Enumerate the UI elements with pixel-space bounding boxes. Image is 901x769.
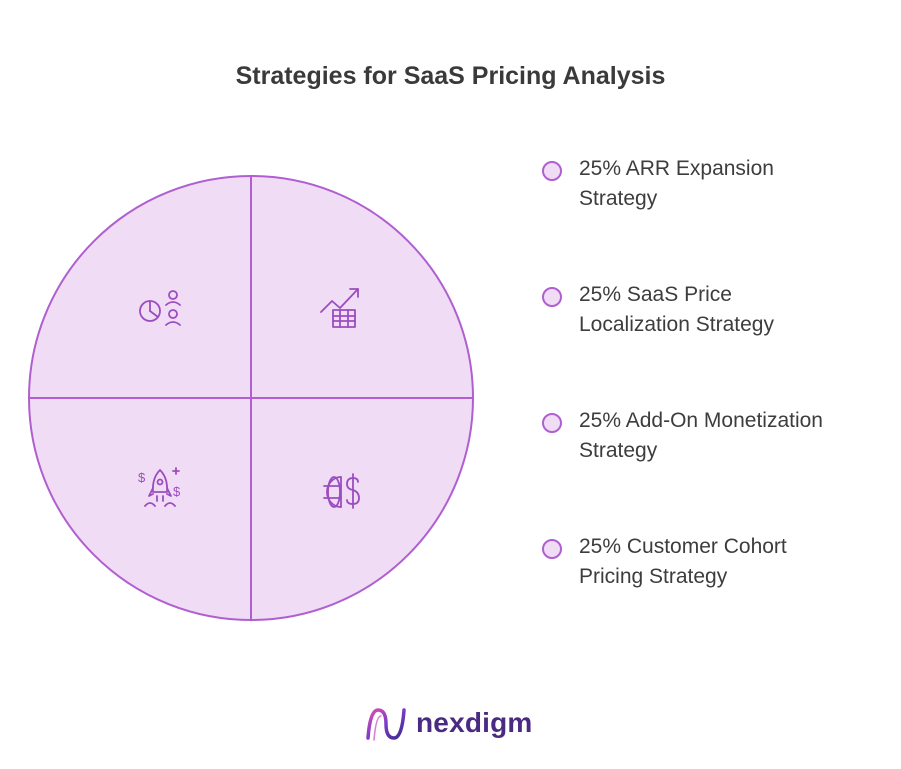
rocket-money-icon: $ $ — [138, 467, 181, 507]
legend-label-line2: Pricing Strategy — [579, 565, 728, 588]
legend-marker — [542, 161, 562, 181]
logo-text: nexdigm — [416, 707, 533, 738]
pie-slices — [27, 174, 475, 622]
legend-label-line2: Strategy — [579, 439, 658, 462]
legend-label-line1: 25% Add-On Monetization — [579, 409, 823, 432]
brand-logo: nexdigm — [364, 702, 544, 746]
svg-text:$: $ — [138, 470, 146, 485]
pie-slice — [27, 174, 252, 399]
legend-item: 25% SaaS Price Localization Strategy — [542, 278, 892, 338]
pie-slice — [27, 397, 252, 622]
chart-title: Strategies for SaaS Pricing Analysis — [235, 62, 666, 90]
legend-label-line1: 25% SaaS Price — [579, 283, 732, 306]
svg-text:$: $ — [173, 484, 181, 499]
legend-label-line1: 25% Customer Cohort — [579, 535, 787, 558]
legend-marker — [542, 413, 562, 433]
wave-logo-icon — [366, 708, 406, 741]
legend-label: 25% Add-On Monetization Strategy — [579, 406, 879, 466]
legend-item: 25% Customer Cohort Pricing Strategy — [542, 530, 892, 590]
legend-label-line2: Localization Strategy — [579, 313, 774, 336]
legend-item: 25% Add-On Monetization Strategy — [542, 404, 892, 464]
legend-label: 25% Customer Cohort Pricing Strategy — [579, 532, 879, 592]
pie-slice — [250, 174, 475, 399]
slice-icons: $ $ — [138, 288, 360, 509]
legend-marker — [542, 539, 562, 559]
legend-label-line2: Strategy — [579, 187, 658, 210]
legend-label-line1: 25% ARR Expansion — [579, 157, 774, 180]
globe-dollar-icon — [323, 473, 360, 509]
legend-marker — [542, 287, 562, 307]
growth-chart-table-icon — [320, 288, 359, 328]
pie-slice — [250, 397, 475, 622]
legend-item: 25% ARR Expansion Strategy — [542, 152, 892, 212]
legend-label: 25% SaaS Price Localization Strategy — [579, 280, 879, 340]
analytics-people-icon — [139, 290, 181, 326]
legend-label: 25% ARR Expansion Strategy — [579, 154, 879, 214]
